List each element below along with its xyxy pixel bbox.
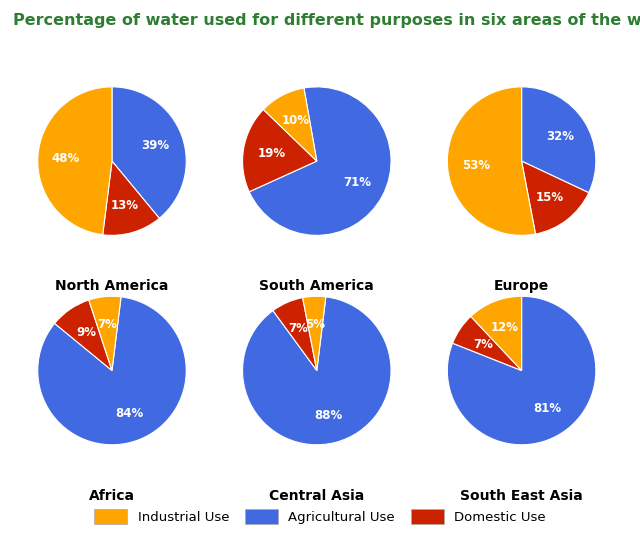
Text: Central Asia: Central Asia xyxy=(269,489,364,503)
Text: South East Asia: South East Asia xyxy=(460,489,583,503)
Text: 13%: 13% xyxy=(111,199,139,212)
Wedge shape xyxy=(447,296,596,445)
Text: 7%: 7% xyxy=(97,318,118,331)
Text: Europe: Europe xyxy=(494,279,549,293)
Text: South America: South America xyxy=(259,279,374,293)
Wedge shape xyxy=(38,87,112,235)
Text: Africa: Africa xyxy=(89,489,135,503)
Text: North America: North America xyxy=(55,279,169,293)
Text: 53%: 53% xyxy=(461,159,490,172)
Wedge shape xyxy=(522,87,596,193)
Text: 15%: 15% xyxy=(536,191,564,204)
Wedge shape xyxy=(102,161,159,235)
Wedge shape xyxy=(54,300,112,371)
Wedge shape xyxy=(243,110,317,192)
Wedge shape xyxy=(447,87,536,235)
Wedge shape xyxy=(471,296,522,371)
Wedge shape xyxy=(249,87,391,235)
Wedge shape xyxy=(303,296,326,371)
Text: 9%: 9% xyxy=(76,326,96,339)
Text: 84%: 84% xyxy=(115,407,143,420)
Wedge shape xyxy=(522,161,589,234)
Text: 48%: 48% xyxy=(52,152,80,165)
Wedge shape xyxy=(89,296,121,371)
Text: 10%: 10% xyxy=(281,114,309,127)
Text: 5%: 5% xyxy=(305,318,325,331)
Wedge shape xyxy=(452,316,522,371)
Text: 88%: 88% xyxy=(314,409,342,422)
Legend: Industrial Use, Agricultural Use, Domestic Use: Industrial Use, Agricultural Use, Domest… xyxy=(90,505,550,528)
Wedge shape xyxy=(112,87,186,219)
Wedge shape xyxy=(243,297,391,445)
Text: 32%: 32% xyxy=(547,130,575,143)
Wedge shape xyxy=(38,297,186,445)
Wedge shape xyxy=(264,88,317,161)
Text: 81%: 81% xyxy=(533,402,561,415)
Text: Percentage of water used for different purposes in six areas of the world.: Percentage of water used for different p… xyxy=(13,13,640,28)
Wedge shape xyxy=(273,297,317,371)
Text: 12%: 12% xyxy=(491,321,518,334)
Text: 7%: 7% xyxy=(474,338,493,351)
Text: 19%: 19% xyxy=(257,147,285,160)
Text: 39%: 39% xyxy=(141,139,170,152)
Text: 7%: 7% xyxy=(289,322,308,335)
Text: 71%: 71% xyxy=(344,176,371,189)
